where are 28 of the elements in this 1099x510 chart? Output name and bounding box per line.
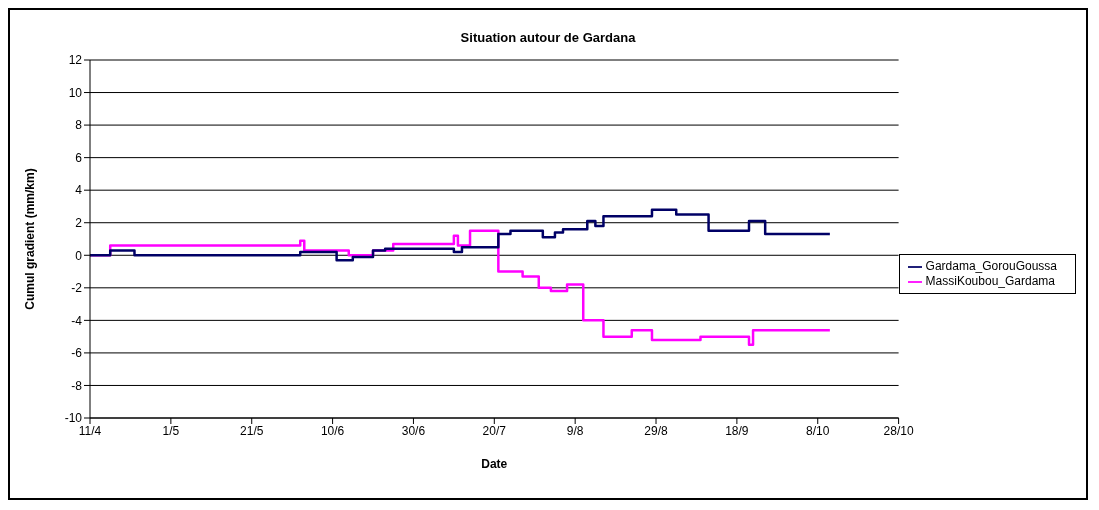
x-axis-title: Date (481, 457, 508, 471)
x-tick-label: 9/8 (566, 423, 584, 438)
x-tick-label: 10/6 (320, 423, 345, 438)
y-tick-label: 4 (75, 183, 83, 198)
x-tick-label: 18/9 (725, 423, 749, 438)
y-tick-label: 10 (68, 85, 83, 100)
chart-title: Situation autour de Gardana (459, 29, 637, 47)
legend-label: MassiKoubou_Gardama (925, 274, 1055, 288)
y-tick-label: -10 (64, 411, 83, 426)
y-tick-label: 0 (75, 248, 83, 263)
legend-label: Gardama_GorouGoussa (925, 259, 1057, 274)
y-axis-title: Cumul gradient (mm/km) (23, 168, 38, 310)
y-tick-label: 2 (75, 215, 83, 230)
y-tick-label: 6 (75, 150, 83, 165)
x-tick-label: 1/5 (162, 423, 180, 438)
x-tick-label: 30/6 (401, 423, 426, 438)
y-tick-label: -6 (71, 346, 83, 361)
x-tick-label: 21/5 (240, 423, 264, 438)
x-tick-label: 11/4 (78, 423, 102, 438)
x-tick-label: 28/10 (883, 423, 914, 438)
x-tick-label: 20/7 (482, 423, 507, 438)
y-tick-label: 12 (68, 53, 83, 68)
y-tick-label: 8 (75, 118, 83, 133)
x-tick-label: 8/10 (806, 423, 830, 438)
y-tick-label: -4 (71, 313, 83, 328)
y-tick-label: -2 (71, 281, 83, 296)
y-tick-label: -8 (71, 378, 83, 393)
x-tick-label: 29/8 (644, 423, 669, 438)
